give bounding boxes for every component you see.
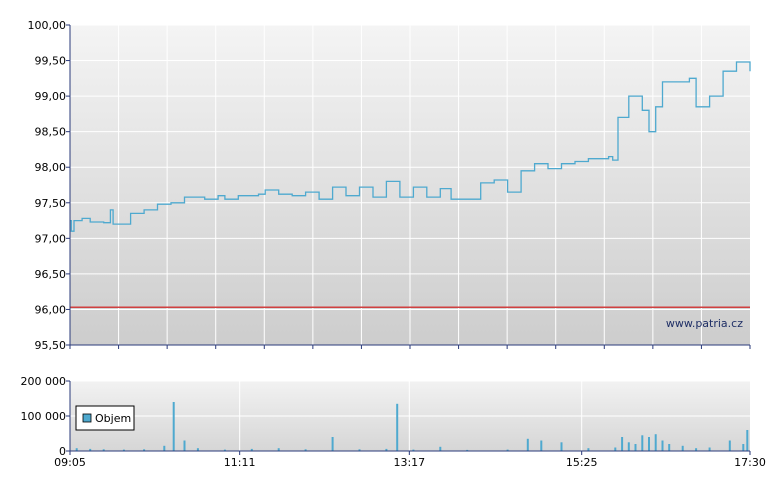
price-y-tick-label: 98,50 <box>35 126 67 139</box>
price-y-tick-label: 96,00 <box>35 303 67 316</box>
volume-bar <box>196 448 199 451</box>
volume-bar <box>695 448 698 451</box>
legend: Objem <box>75 405 135 431</box>
volume-bar <box>746 430 749 451</box>
volume-bar <box>385 448 388 451</box>
volume-x-tick-label: 11:11 <box>224 456 256 469</box>
volume-bar <box>728 440 731 451</box>
volume-bar <box>331 437 334 451</box>
volume-bar <box>122 449 125 451</box>
volume-bar <box>614 447 617 451</box>
legend-label: Objem <box>95 412 131 425</box>
price-y-ticks: 95,50 96,00 96,50 97,00 97,50 98,00 98,50 99,00… <box>28 19 70 352</box>
volume-bar <box>742 444 745 451</box>
volume-bar <box>540 440 543 451</box>
volume-y-ticks: 0 100 000 200 000 <box>21 375 70 458</box>
volume-bar <box>466 449 469 451</box>
price-panel: 95,50 96,00 96,50 97,00 97,50 98,00 98,50 99,00… <box>28 19 751 352</box>
volume-bar <box>661 440 664 451</box>
price-y-tick-label: 96,50 <box>35 268 67 281</box>
volume-bar <box>183 440 186 451</box>
volume-bar <box>304 449 307 452</box>
price-y-tick-label: 97,00 <box>35 232 67 245</box>
volume-bar <box>412 449 415 451</box>
volume-bar <box>250 448 253 451</box>
volume-x-ticks: 09:05 11:11 13:17 15:25 17:30 <box>54 451 766 469</box>
price-x-tick-marks <box>69 345 751 349</box>
volume-y-tick-label: 200 000 <box>21 375 67 388</box>
price-y-tick-label: 97,50 <box>35 197 67 210</box>
volume-bar <box>587 448 590 451</box>
volume-bars <box>75 402 749 452</box>
volume-bar <box>358 449 361 452</box>
volume-x-tick-label: 17:30 <box>734 456 766 469</box>
volume-bar <box>654 434 657 451</box>
price-y-tick-label: 99,00 <box>35 90 67 103</box>
volume-bar <box>396 403 399 452</box>
volume-bar <box>708 447 711 451</box>
volume-bar <box>439 446 442 451</box>
volume-bar <box>163 445 166 452</box>
volume-bar <box>641 435 644 452</box>
price-y-tick-label: 95,50 <box>35 339 67 352</box>
price-grid <box>70 24 750 346</box>
volume-y-tick-label: 0 <box>59 445 66 458</box>
volume-bar <box>223 449 226 451</box>
volume-bar <box>506 449 509 451</box>
volume-bar <box>526 438 529 452</box>
volume-bar <box>648 437 650 451</box>
volume-x-tick-label: 09:05 <box>54 456 86 469</box>
volume-bar <box>634 444 637 451</box>
price-series-line <box>70 61 751 232</box>
volume-bar <box>102 449 105 452</box>
volume-bar <box>143 449 146 452</box>
volume-bar <box>89 448 92 451</box>
volume-bar <box>277 448 280 451</box>
volume-bar <box>621 437 624 451</box>
volume-panel: 0 100 000 200 000 09:05 11:11 13:17 15:25 17:3… <box>21 375 766 469</box>
volume-x-tick-label: 15:25 <box>566 456 598 469</box>
watermark: www.patria.cz <box>666 317 743 330</box>
price-y-tick-label: 99,50 <box>35 55 67 68</box>
price-y-tick-label: 98,00 <box>35 161 67 174</box>
volume-bar <box>681 445 684 452</box>
volume-bar <box>75 448 78 451</box>
volume-x-tick-label: 13:17 <box>393 456 425 469</box>
price-y-tick-label: 100,00 <box>28 19 67 32</box>
legend-swatch <box>82 413 92 423</box>
volume-y-tick-label: 100 000 <box>21 410 67 423</box>
volume-bar <box>627 442 630 452</box>
volume-bar <box>668 444 671 451</box>
volume-bar <box>560 442 563 452</box>
volume-bar <box>172 402 175 451</box>
